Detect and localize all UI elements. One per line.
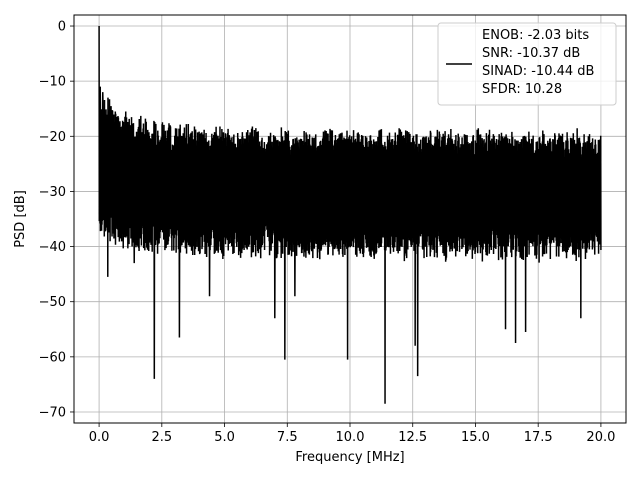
y-axis-ticks: 0 −10 −20 −30 −40 −50 −60 −70 [39,20,74,420]
x-axis-ticks: 0.0 2.5 5.0 7.5 10.0 12.5 15.0 17.5 20.0 [89,423,615,445]
y-tick-label: 0 [58,20,66,35]
x-axis-label: Frequency [MHz] [295,450,404,465]
y-tick-label: −30 [39,185,66,200]
y-tick-label: −50 [39,295,66,310]
x-tick-label: 15.0 [461,430,490,445]
x-tick-label: 7.5 [277,430,298,445]
series-line [98,26,602,404]
legend-entry-sfdr: SFDR: 10.28 [482,82,562,97]
plot-series-group [98,26,602,404]
x-tick-label: 10.0 [336,430,365,445]
x-tick-label: 2.5 [151,430,172,445]
legend-entry-snr: SNR: -10.37 dB [482,46,580,61]
y-tick-label: −20 [39,130,66,145]
x-tick-label: 5.0 [214,430,235,445]
y-tick-label: −60 [39,350,66,365]
y-tick-label: −10 [39,75,66,90]
legend-entry-sinad: SINAD: -10.44 dB [482,64,594,79]
y-tick-label: −40 [39,240,66,255]
legend: ENOB: -2.03 bits SNR: -10.37 dB SINAD: -… [437,22,617,106]
x-tick-label: 12.5 [398,430,427,445]
legend-box [437,22,617,106]
legend-entry-enob: ENOB: -2.03 bits [482,28,589,43]
x-tick-label: 20.0 [586,430,615,445]
x-tick-label: 0.0 [89,430,110,445]
y-tick-label: −70 [39,405,66,420]
y-axis-label: PSD [dB] [13,190,28,248]
x-tick-label: 17.5 [524,430,553,445]
